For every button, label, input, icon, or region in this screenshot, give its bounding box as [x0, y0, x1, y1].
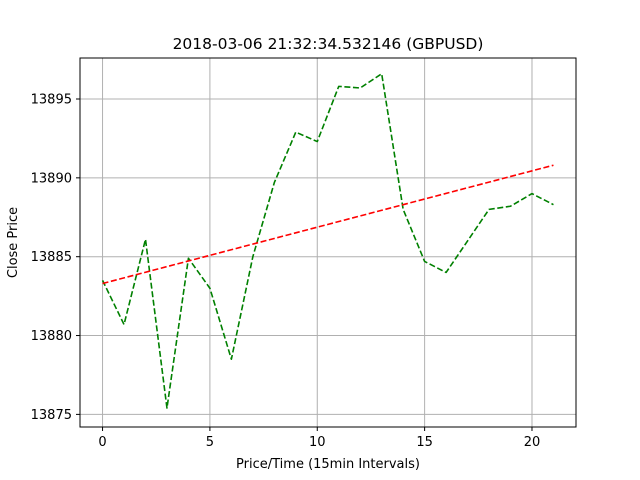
- axis-ticks: 0 5 10 15 20 13875 13880 13885 13890 13895: [31, 93, 541, 451]
- y-tick-label-0: 13875: [31, 408, 72, 423]
- x-tick-label-3: 15: [416, 435, 433, 450]
- series-lines: [101, 72, 554, 409]
- grid-lines: [80, 58, 576, 427]
- price-series-line: [101, 72, 554, 409]
- y-tick-label-3: 13890: [31, 171, 72, 186]
- trend-series-line: [102, 164, 554, 285]
- y-tick-label-1: 13880: [31, 329, 72, 344]
- x-axis-label: Price/Time (15min Intervals): [236, 457, 420, 472]
- y-axis-label: Close Price: [6, 207, 21, 278]
- chart-title: 2018-03-06 21:32:34.532146 (GBPUSD): [173, 35, 484, 53]
- y-tick-label-2: 13885: [31, 250, 72, 265]
- x-tick-label-2: 10: [309, 435, 326, 450]
- x-tick-label-4: 20: [524, 435, 541, 450]
- x-tick-label-1: 5: [206, 435, 214, 450]
- plot-area-frame: [79, 57, 577, 428]
- x-tick-label-0: 0: [98, 435, 106, 450]
- y-tick-label-4: 13895: [31, 93, 72, 108]
